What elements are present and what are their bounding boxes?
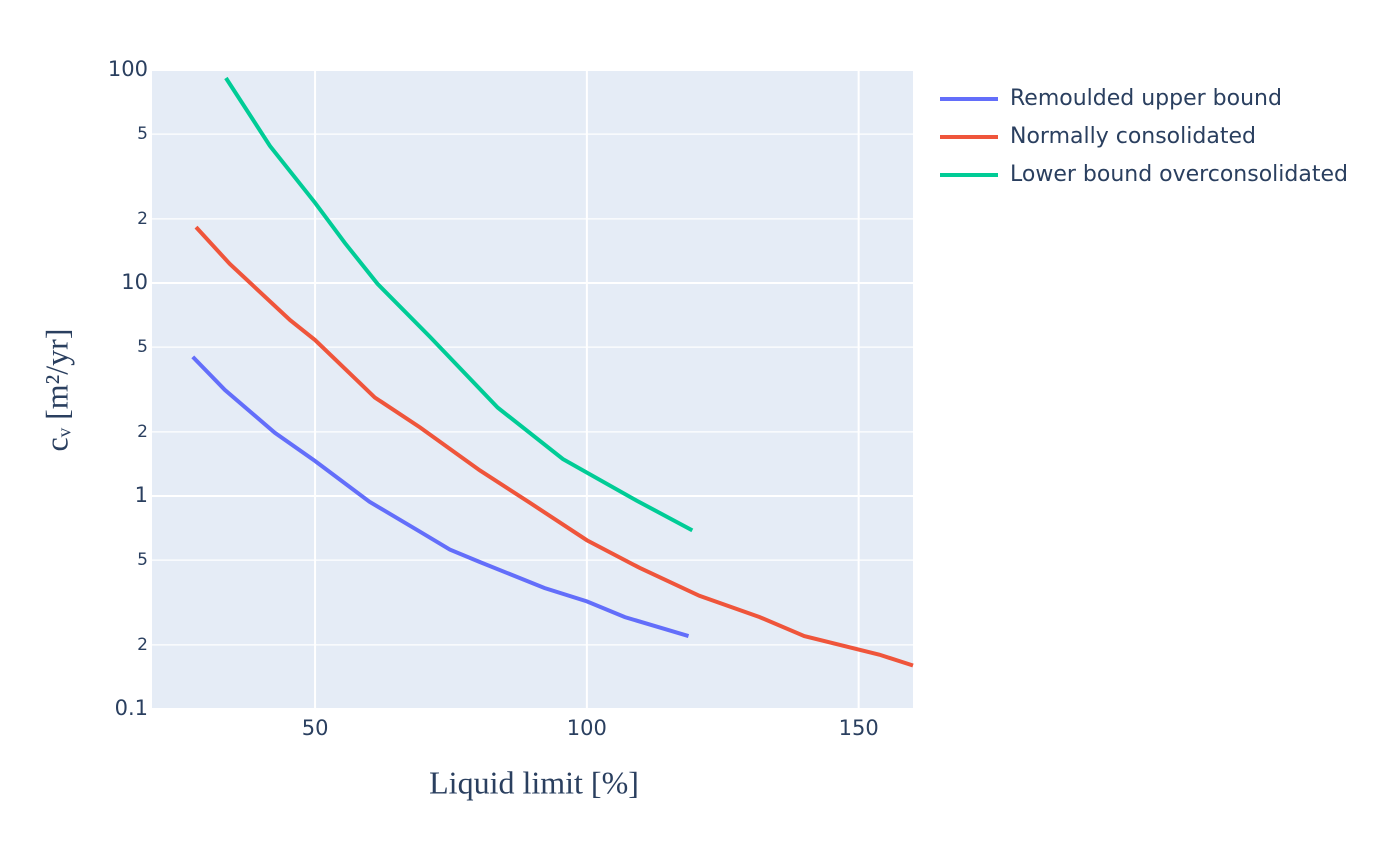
series-line [194, 225, 914, 668]
y-tick-label: 2 [137, 209, 148, 229]
y-tick-label: 2 [137, 422, 148, 442]
y-tick-label: 5 [137, 337, 148, 357]
legend-label: Remoulded upper bound [1010, 86, 1282, 111]
y-tick-label: 1 [135, 483, 148, 507]
y-tick-label: 5 [137, 550, 148, 570]
x-tick-label: 50 [302, 716, 329, 740]
series-line [191, 355, 690, 638]
x-axis-title: Liquid limit [%] [429, 764, 639, 800]
y-tick-label: 0.1 [115, 696, 148, 720]
grid: 50 100 150 0.1 2 5 1 2 5 10 2 5 100 [108, 57, 913, 740]
series-line [224, 76, 694, 533]
y-tick-label: 10 [121, 270, 148, 294]
y-tick-label: 2 [137, 635, 148, 655]
x-tick-label: 100 [567, 716, 607, 740]
lines [191, 76, 914, 668]
plot-area [152, 70, 913, 709]
legend-label: Normally consolidated [1010, 124, 1256, 149]
legend-label: Lower bound overconsolidated [1010, 162, 1348, 187]
x-tick-label: 150 [839, 716, 879, 740]
y-axis-title: cᵥ [m²/yr] [38, 329, 74, 452]
legend: Remoulded upper bound Normally consolidat… [940, 86, 1348, 187]
y-tick-label: 100 [108, 57, 148, 81]
y-tick-label: 5 [137, 124, 148, 144]
